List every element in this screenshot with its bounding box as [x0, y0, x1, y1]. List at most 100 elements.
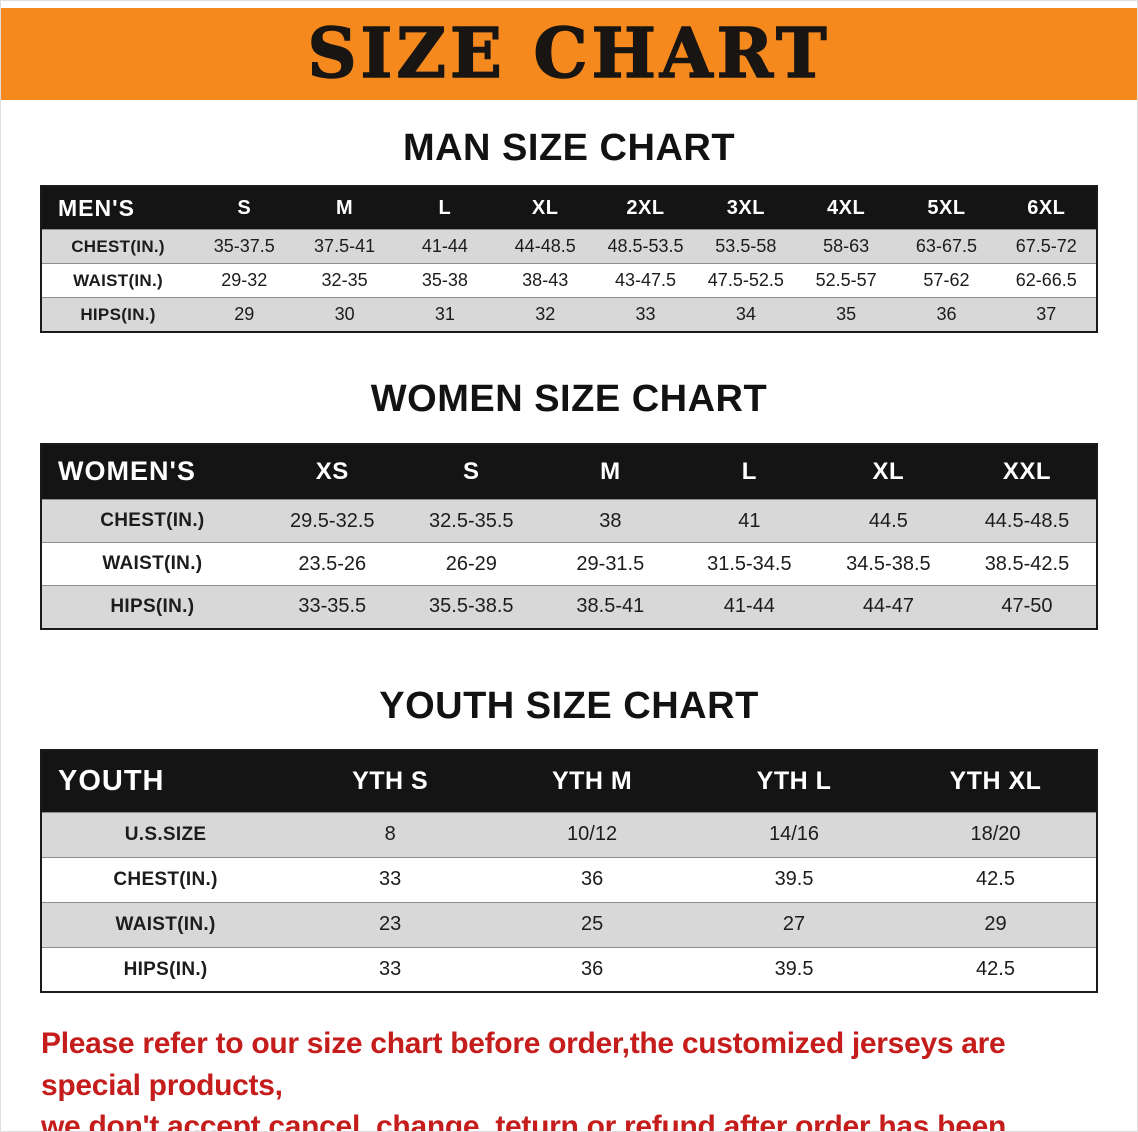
measurement-value: 26-29	[401, 542, 541, 586]
measurement-value: 14/16	[693, 811, 896, 858]
youth-size-section: YOUTH SIZE CHART YOUTH YTH S YTH M YTH L YTH…	[1, 684, 1137, 994]
size-header-cell: L	[679, 443, 819, 500]
row-label: CHEST(IN.)	[41, 229, 195, 264]
row-label: CHEST(IN.)	[41, 856, 290, 903]
measurement-value: 62-66.5	[996, 263, 1097, 298]
measurement-value: 63-67.5	[896, 229, 997, 264]
measurement-value: 53.5-58	[695, 229, 796, 264]
measurement-row: HIPS(IN.) 29 30 31 32 33 34 35 36 37	[41, 297, 1097, 332]
size-header-cell: XS	[262, 443, 402, 500]
size-header-cell: 2XL	[595, 185, 696, 230]
measurement-value: 67.5-72	[996, 229, 1097, 264]
size-header-cell: 3XL	[695, 185, 796, 230]
measurement-row: CHEST(IN.) 29.5-32.5 32.5-35.5 38 41 44.5 44.5…	[41, 499, 1097, 543]
measurement-value: 58-63	[795, 229, 897, 264]
measurement-row: WAIST(IN.) 23.5-26 26-29 29-31.5 31.5-34.5 34…	[41, 542, 1097, 586]
row-label: HIPS(IN.)	[41, 585, 263, 629]
men-size-table: MEN'S S M L XL 2XL 3XL 4XL 5XL 6XL CHEST(IN.) 35-3…	[40, 184, 1098, 333]
measurement-value: 35-37.5	[194, 229, 295, 264]
men-section-heading: MAN SIZE CHART	[402, 127, 736, 169]
measurement-value: 42.5	[895, 856, 1097, 903]
measurement-value: 25	[491, 901, 694, 948]
youth-size-table: YOUTH YTH S YTH M YTH L YTH XL U.S.SIZE 8 10/1…	[40, 749, 1098, 994]
row-label: WAIST(IN.)	[41, 901, 290, 948]
row-label: CHEST(IN.)	[41, 499, 263, 543]
size-header-cell: YTH S	[289, 750, 492, 813]
measurement-row: WAIST(IN.) 23 25 27 29	[41, 901, 1097, 948]
measurement-value: 29.5-32.5	[262, 499, 402, 543]
row-label: U.S.SIZE	[41, 811, 290, 858]
measurement-value: 43-47.5	[595, 263, 696, 298]
measurement-value: 57-62	[896, 263, 997, 298]
size-header-cell: YTH XL	[895, 750, 1097, 813]
measurement-value: 29	[895, 901, 1097, 948]
men-table-body: CHEST(IN.) 35-37.5 37.5-41 41-44 44-48.5 48.5…	[41, 229, 1097, 332]
disclaimer-line-2: we don't accept cancel, change, teturn o…	[41, 1110, 1006, 1132]
measurement-value: 32	[495, 297, 596, 332]
measurement-value: 47-50	[957, 585, 1097, 629]
measurement-value: 23	[289, 901, 492, 948]
measurement-value: 39.5	[693, 946, 896, 993]
measurement-value: 41-44	[394, 229, 496, 264]
measurement-value: 36	[491, 856, 694, 903]
measurement-value: 8	[289, 811, 492, 858]
measurement-value: 36	[896, 297, 997, 332]
measurement-value: 37	[996, 297, 1097, 332]
measurement-value: 34	[695, 297, 796, 332]
measurement-value: 38	[540, 499, 680, 543]
men-size-section: MAN SIZE CHART MEN'S S M L XL 2XL 3XL 4XL 5XL 6XL…	[1, 127, 1137, 333]
disclaimer-text: Please refer to our size chart before or…	[41, 1023, 1097, 1132]
measurement-value: 38-43	[495, 263, 596, 298]
measurement-value: 36	[491, 946, 694, 993]
measurement-value: 38.5-41	[540, 585, 680, 629]
row-label: WAIST(IN.)	[41, 542, 263, 586]
table-title-cell: MEN'S	[41, 185, 195, 230]
row-label: HIPS(IN.)	[41, 297, 195, 332]
measurement-value: 32.5-35.5	[401, 499, 541, 543]
row-label: HIPS(IN.)	[41, 946, 290, 993]
measurement-value: 34.5-38.5	[818, 542, 958, 586]
measurement-value: 30	[294, 297, 395, 332]
measurement-row: HIPS(IN.) 33-35.5 35.5-38.5 38.5-41 41-44 44-…	[41, 585, 1097, 629]
measurement-value: 29-32	[194, 263, 295, 298]
size-header-cell: YTH L	[693, 750, 896, 813]
measurement-value: 41	[679, 499, 819, 543]
row-label: WAIST(IN.)	[41, 263, 195, 298]
size-header-cell: XXL	[957, 443, 1097, 500]
measurement-value: 44-47	[818, 585, 958, 629]
size-header-cell: XL	[495, 185, 596, 230]
women-size-table: WOMEN'S XS S M L XL XXL CHEST(IN.) 29.5-32.5 32.…	[40, 442, 1098, 630]
measurement-value: 44.5-48.5	[957, 499, 1097, 543]
size-header-cell: S	[194, 185, 295, 230]
men-table-header: MEN'S S M L XL 2XL 3XL 4XL 5XL 6XL	[41, 185, 1097, 230]
measurement-value: 48.5-53.5	[595, 229, 696, 264]
measurement-value: 33	[289, 946, 492, 993]
measurement-value: 29-31.5	[540, 542, 680, 586]
measurement-value: 41-44	[679, 585, 819, 629]
women-table-body: CHEST(IN.) 29.5-32.5 32.5-35.5 38 41 44.5 44.5…	[41, 499, 1097, 629]
size-header-cell: M	[540, 443, 680, 500]
measurement-value: 27	[693, 901, 896, 948]
measurement-value: 35.5-38.5	[401, 585, 541, 629]
page-title: SIZE CHART	[307, 14, 831, 94]
size-header-cell: YTH M	[491, 750, 694, 813]
measurement-value: 35	[795, 297, 897, 332]
measurement-value: 35-38	[394, 263, 496, 298]
youth-table-header: YOUTH YTH S YTH M YTH L YTH XL	[41, 750, 1097, 813]
disclaimer-line-1: Please refer to our size chart before or…	[41, 1027, 1006, 1102]
youth-section-heading: YOUTH SIZE CHART	[379, 684, 759, 727]
measurement-row: WAIST(IN.) 29-32 32-35 35-38 38-43 43-47.5 47.…	[41, 263, 1097, 298]
measurement-value: 32-35	[294, 263, 395, 298]
header-row: MEN'S S M L XL 2XL 3XL 4XL 5XL 6XL	[41, 185, 1097, 230]
measurement-value: 44.5	[818, 499, 958, 543]
measurement-row: CHEST(IN.) 35-37.5 37.5-41 41-44 44-48.5 48.5…	[41, 229, 1097, 264]
table-title-cell: YOUTH	[41, 750, 290, 813]
measurement-value: 33-35.5	[262, 585, 402, 629]
measurement-value: 44-48.5	[495, 229, 596, 264]
header-row: WOMEN'S XS S M L XL XXL	[41, 443, 1097, 500]
size-header-cell: L	[394, 185, 496, 230]
measurement-row: CHEST(IN.) 33 36 39.5 42.5	[41, 856, 1097, 903]
measurement-value: 38.5-42.5	[957, 542, 1097, 586]
women-table-header: WOMEN'S XS S M L XL XXL	[41, 443, 1097, 500]
